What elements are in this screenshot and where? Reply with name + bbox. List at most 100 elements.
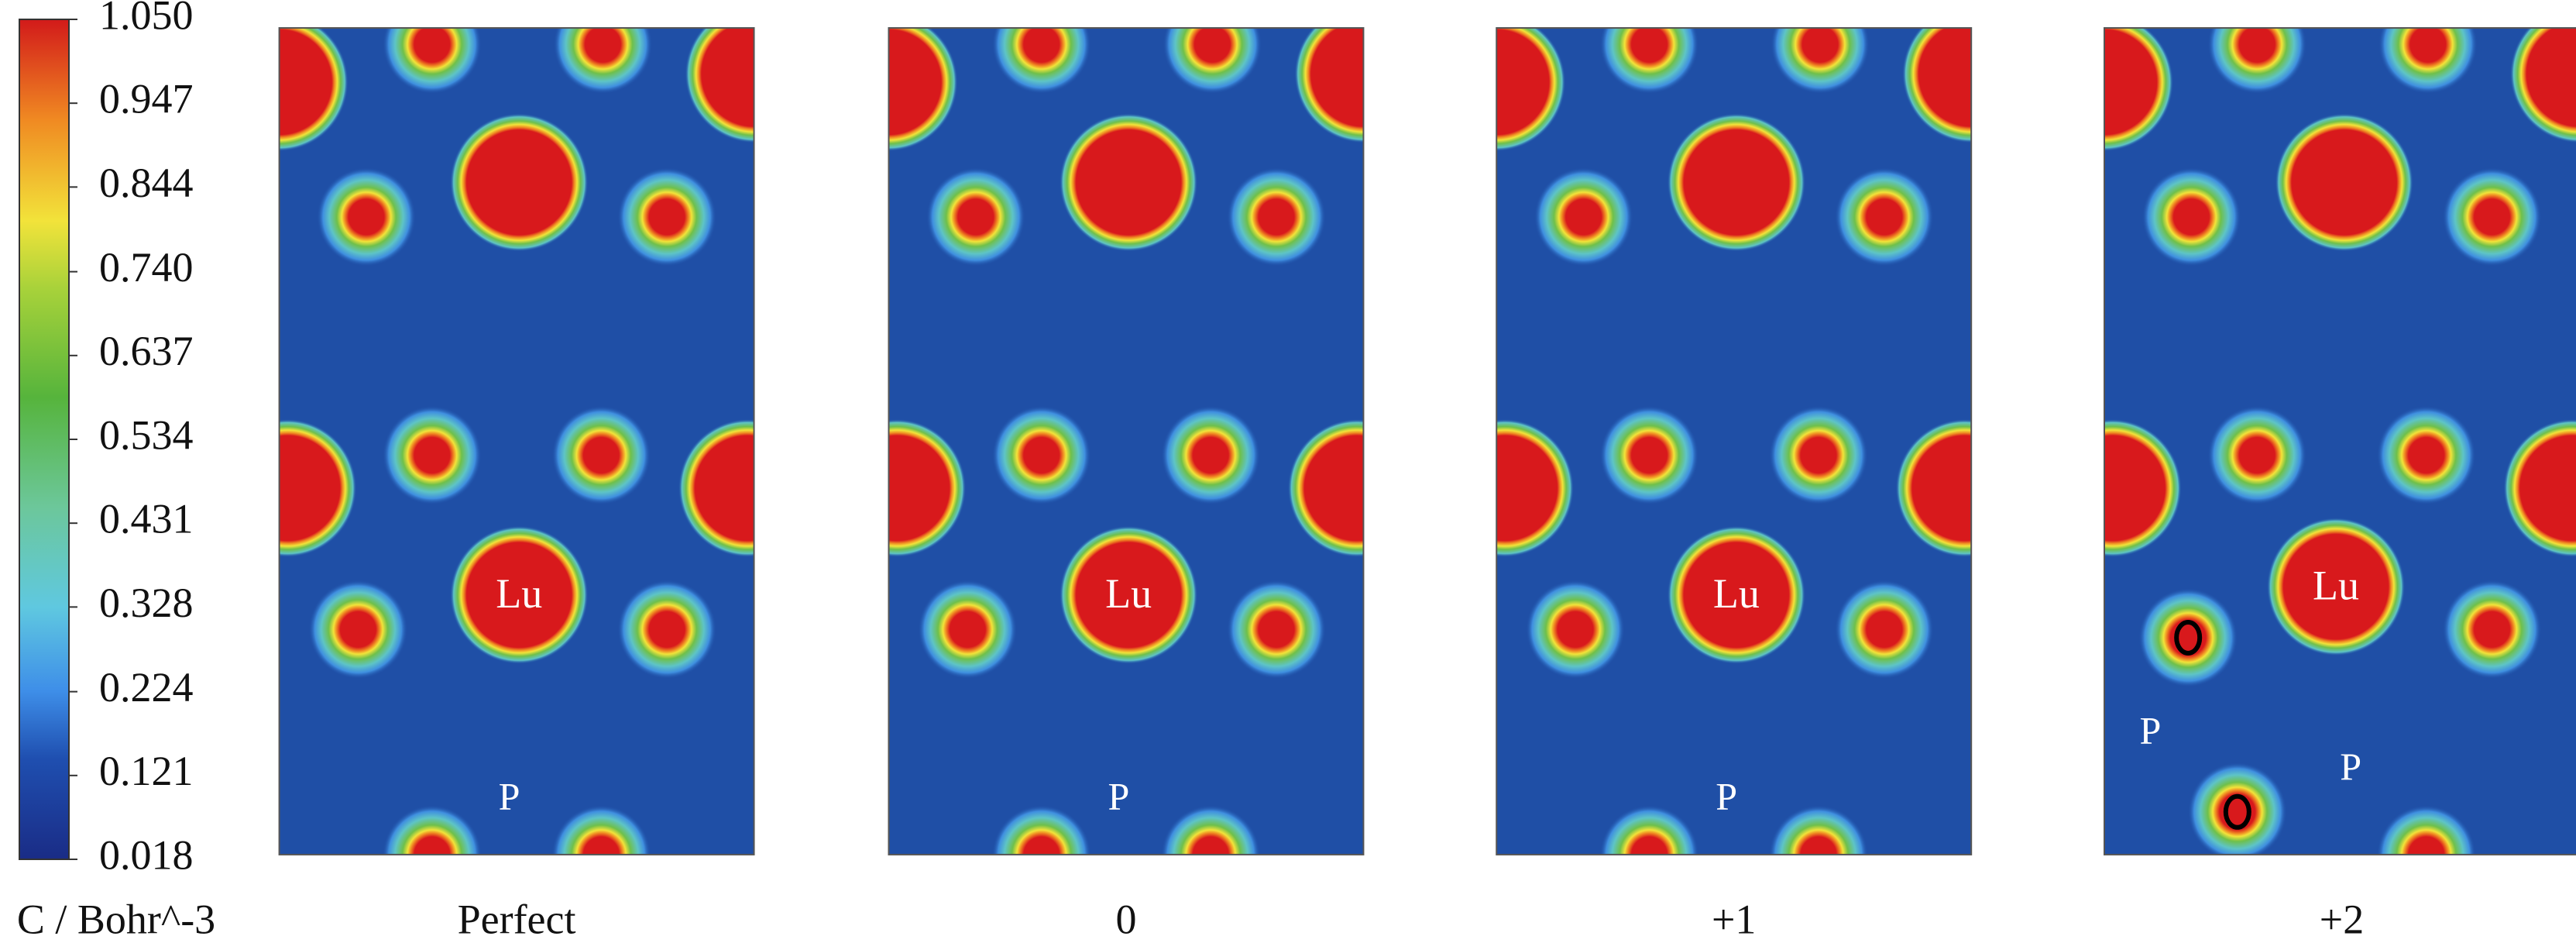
atom-label: Lu <box>2313 563 2359 609</box>
atom-label: P <box>2139 709 2161 752</box>
atom-density <box>1599 28 1699 94</box>
atom-density <box>2142 167 2241 267</box>
atom-density <box>1667 525 1805 664</box>
map <box>888 28 1364 855</box>
atom-density <box>1599 405 1699 505</box>
atom-label: P <box>2340 745 2361 788</box>
atom-density <box>1769 805 1868 855</box>
map-frame <box>888 27 1365 855</box>
oxygen-marker <box>2223 793 2251 830</box>
atom-label: P <box>1108 774 1129 817</box>
atom-density <box>2138 588 2238 687</box>
atom-density <box>2379 28 2478 94</box>
atom-density <box>1161 805 1260 855</box>
colorbar-tick-label: 0.637 <box>99 328 194 374</box>
atom-density <box>2207 405 2306 505</box>
colorbar-tick-label: 0.740 <box>99 244 194 291</box>
atom-density <box>1294 28 1364 143</box>
atom-density <box>2509 28 2576 143</box>
atom-density <box>1895 418 1972 557</box>
colorbar-tick-label: 0.844 <box>99 160 194 206</box>
atom-density <box>308 580 408 679</box>
colorbar <box>19 19 70 860</box>
atom-density <box>1835 580 1934 679</box>
map-frame <box>278 27 755 855</box>
atom-density <box>2207 28 2306 94</box>
colorbar-tick-label: 0.328 <box>99 580 194 626</box>
atom-density <box>1060 113 1198 252</box>
atom-density <box>2266 518 2406 656</box>
atom-density <box>1060 525 1198 664</box>
atom-density <box>279 28 349 152</box>
atom-density <box>1287 418 1364 557</box>
map <box>1496 28 1972 855</box>
atom-density <box>551 405 651 505</box>
atom-density <box>279 418 357 557</box>
atom-label: Lu <box>1713 570 1760 617</box>
atom-density <box>1667 113 1805 252</box>
atom-density <box>551 805 651 855</box>
map-frame <box>1496 27 1973 855</box>
atom-density <box>992 405 1091 505</box>
atom-density <box>317 167 416 267</box>
atom-density <box>1227 580 1326 679</box>
atom-density <box>992 805 1091 855</box>
atom-density <box>926 167 1025 267</box>
panel-title: +1 <box>1712 896 1756 942</box>
colorbar-tick-label: 0.018 <box>99 831 194 878</box>
panel-title: 0 <box>1115 896 1136 942</box>
atom-density <box>1902 28 1972 143</box>
atom-density <box>888 418 967 557</box>
atom-density <box>1526 580 1625 679</box>
atom-density <box>2104 418 2182 557</box>
colorbar-tick-label: 0.224 <box>99 664 194 711</box>
atom-density <box>383 805 482 855</box>
colorbar-tick-label: 0.534 <box>99 411 194 458</box>
atom-density <box>450 525 589 664</box>
panel-title: Perfect <box>458 896 576 942</box>
map-frame <box>2104 27 2576 855</box>
atom-density <box>888 28 958 152</box>
atom-label: P <box>1716 774 1737 817</box>
colorbar-tick-label: 0.121 <box>99 748 194 794</box>
atom-label: Lu <box>496 570 542 617</box>
atom-density <box>383 405 482 505</box>
atom-density <box>1227 167 1326 267</box>
atom-density <box>450 113 589 252</box>
atom-label: Lu <box>1105 570 1152 617</box>
atom-density <box>2503 418 2576 557</box>
map <box>2104 28 2576 855</box>
oxygen-marker <box>2174 619 2203 656</box>
atom-density <box>617 580 716 679</box>
atom-density <box>918 580 1017 679</box>
atom-density <box>1496 28 1566 152</box>
atom-density <box>2442 167 2542 267</box>
atom-density <box>2442 580 2542 679</box>
colorbar-tick-label: 0.431 <box>99 496 194 542</box>
atom-density <box>1161 405 1260 505</box>
atom-density <box>1599 805 1699 855</box>
colorbar-label: C / Bohr^-3 <box>17 896 215 942</box>
panel-title: +2 <box>2320 896 2364 942</box>
atom-density <box>553 28 653 94</box>
atom-label: P <box>499 774 520 817</box>
atom-density <box>2104 28 2174 152</box>
atom-density <box>617 167 716 267</box>
atom-density <box>678 418 754 557</box>
atom-density <box>2188 762 2287 855</box>
atom-density <box>992 28 1091 94</box>
atom-density <box>1163 28 1262 94</box>
map <box>279 28 754 855</box>
atom-density <box>2377 405 2476 505</box>
atom-density <box>1835 167 1934 267</box>
atom-density <box>685 28 754 143</box>
atom-density <box>2377 805 2476 855</box>
colorbar-tick-label: 1.050 <box>99 0 194 38</box>
atom-density <box>1771 28 1870 94</box>
atom-density <box>1534 167 1633 267</box>
atom-density <box>1769 405 1868 505</box>
atom-density <box>2275 113 2413 252</box>
atom-density <box>383 28 482 94</box>
colorbar-tick-label: 0.947 <box>99 76 194 122</box>
